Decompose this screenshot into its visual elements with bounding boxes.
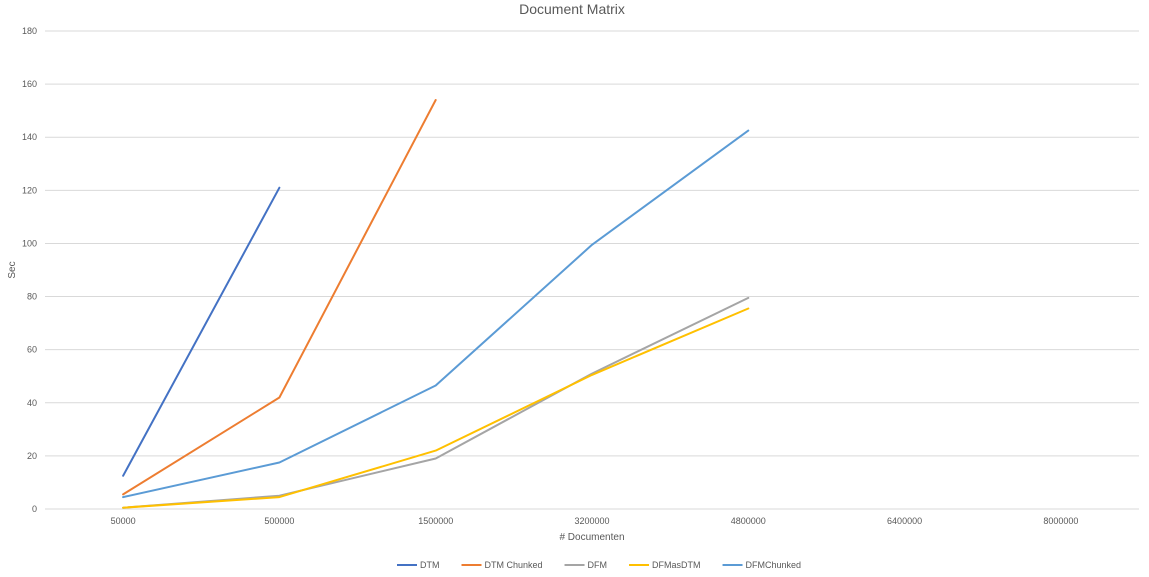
x-tick-label: 500000 (264, 516, 294, 526)
y-tick-label: 180 (22, 26, 37, 36)
legend-item: DTM (397, 560, 440, 570)
legend-label: DFM (588, 560, 608, 570)
x-tick-label: 8000000 (1043, 516, 1078, 526)
y-tick-label: 0 (32, 504, 37, 514)
y-tick-label: 40 (27, 398, 37, 408)
y-axis-title: Sec (7, 261, 18, 278)
series-line-dtm (122, 186, 281, 477)
y-tick-label: 120 (22, 185, 37, 195)
legend-item: DTM Chunked (461, 560, 543, 570)
y-tick-label: 20 (27, 451, 37, 461)
series-line-dtm-chunked (122, 99, 437, 496)
x-tick-label: 1500000 (418, 516, 453, 526)
y-tick-label: 100 (22, 238, 37, 248)
legend-item: DFM (564, 560, 608, 570)
x-tick-label: 3200000 (574, 516, 609, 526)
series-line-dfmasdtm (122, 307, 750, 509)
y-axis-ticks: 0 20 40 60 80 100 120 140 160 180 (22, 26, 37, 514)
x-tick-label: 6400000 (887, 516, 922, 526)
y-tick-label: 60 (27, 345, 37, 355)
legend-item: DFMChunked (722, 560, 802, 570)
x-axis-title: # Documenten (559, 532, 624, 543)
legend-label: DFMasDTM (652, 560, 701, 570)
series-lines (122, 99, 750, 509)
y-tick-label: 80 (27, 292, 37, 302)
chart-title: Document Matrix (519, 1, 625, 17)
legend: DTM DTM Chunked DFM DFMasDTM DFMChunked (397, 560, 801, 570)
legend-label: DTM (420, 560, 440, 570)
y-tick-label: 160 (22, 79, 37, 89)
legend-label: DFMChunked (746, 560, 802, 570)
gridlines (45, 30, 1139, 510)
x-axis-ticks: 50000 500000 1500000 3200000 4800000 6400000 8… (111, 516, 1079, 526)
series-line-dfmchunked (122, 129, 750, 499)
legend-item: DFMasDTM (629, 560, 701, 570)
legend-label: DTM Chunked (485, 560, 543, 570)
y-tick-label: 140 (22, 132, 37, 142)
x-tick-label: 4800000 (731, 516, 766, 526)
x-tick-label: 50000 (111, 516, 136, 526)
